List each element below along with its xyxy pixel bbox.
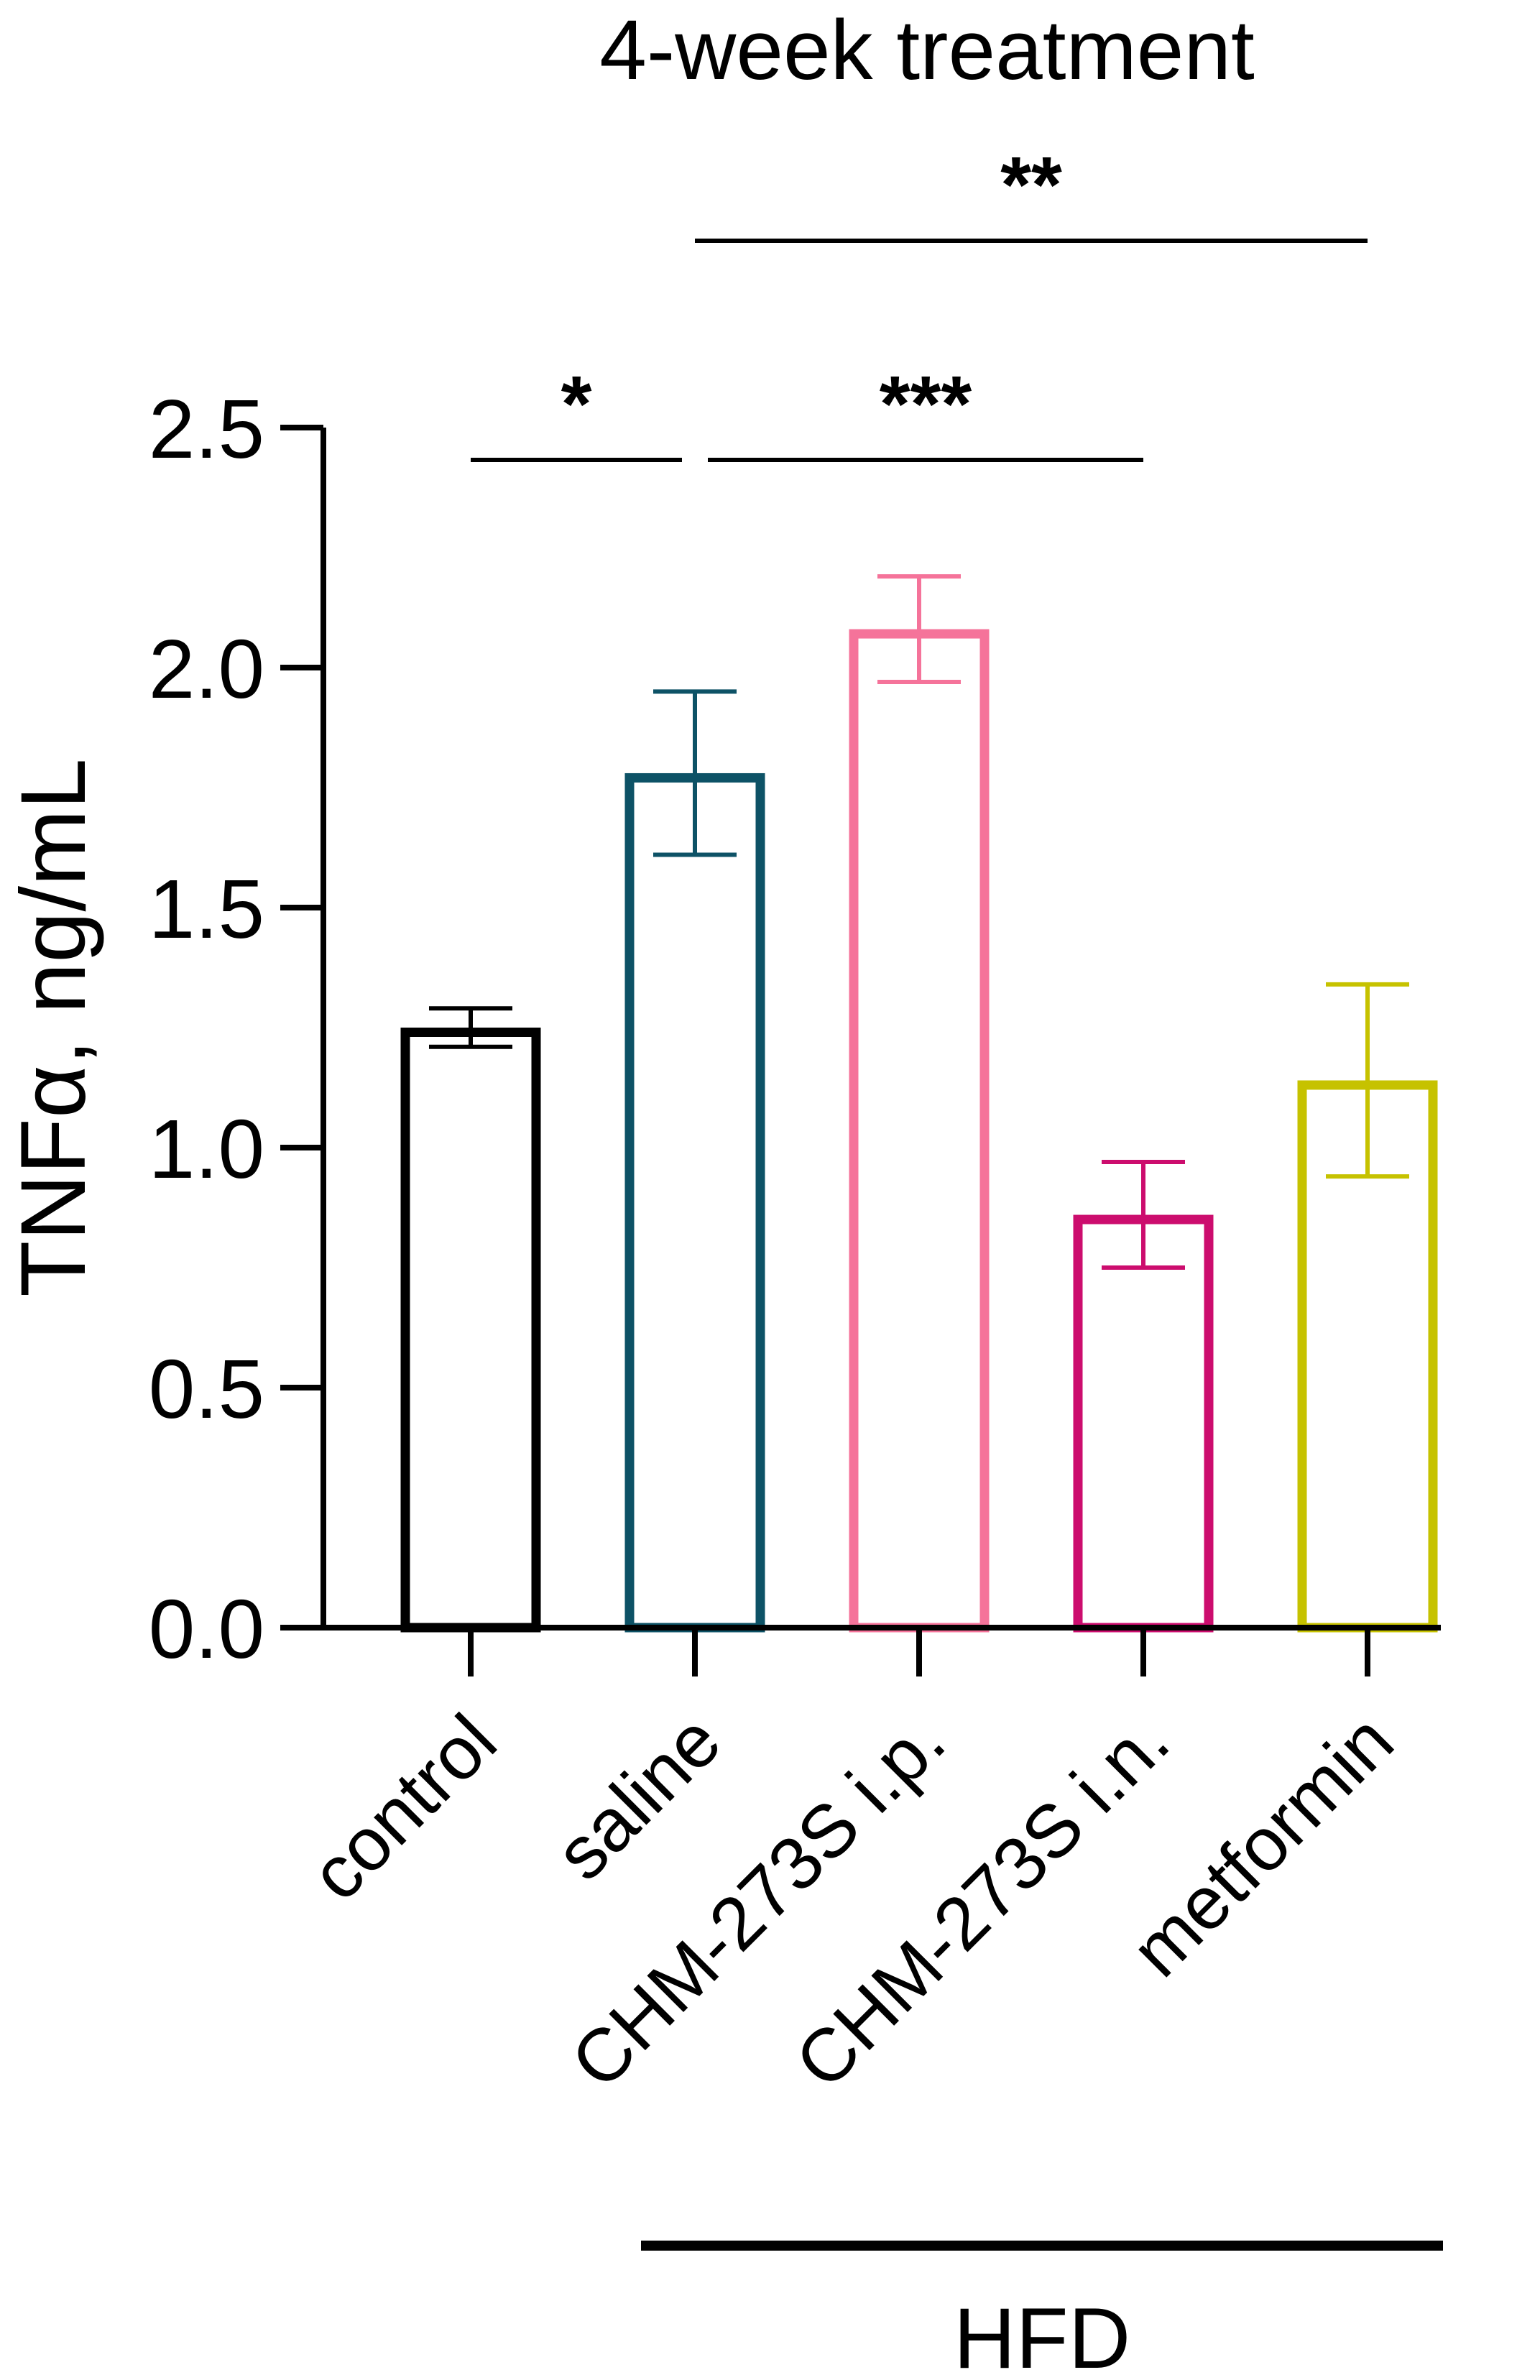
chart-title: 4-week treatment	[599, 3, 1255, 98]
y-tick-label: 1.5	[149, 862, 264, 956]
y-tick-label: 2.0	[149, 622, 264, 716]
y-tick-label: 1.0	[149, 1102, 264, 1196]
error-bars-layer	[429, 574, 1409, 1270]
y-tick-label: 0.0	[149, 1582, 264, 1676]
significance-label-2: ***	[880, 360, 972, 448]
y-ticks-layer: 0.0 0.5 1.0 1.5 2.0 2.5	[149, 382, 323, 1676]
y-tick-label: 0.5	[149, 1342, 264, 1436]
significance-layer: * *****	[471, 141, 1368, 462]
significance-label-3: **	[1000, 141, 1062, 229]
significance-label-1: *	[561, 360, 592, 448]
bar-chm-273s-i-p	[849, 629, 990, 1633]
y-axis-label: TNFα, ng/mL	[2, 758, 105, 1297]
bar-saline	[624, 772, 765, 1633]
x-tick-label-control: control	[295, 1699, 513, 1917]
bars-layer	[400, 629, 1438, 1633]
bar-control	[400, 1028, 541, 1633]
hfd-group-label: HFD	[954, 2290, 1131, 2380]
y-tick-label: 2.5	[149, 382, 264, 476]
x-tick-label-saline: saline	[540, 1699, 737, 1896]
bar-chm-273s-i-n	[1073, 1214, 1214, 1633]
